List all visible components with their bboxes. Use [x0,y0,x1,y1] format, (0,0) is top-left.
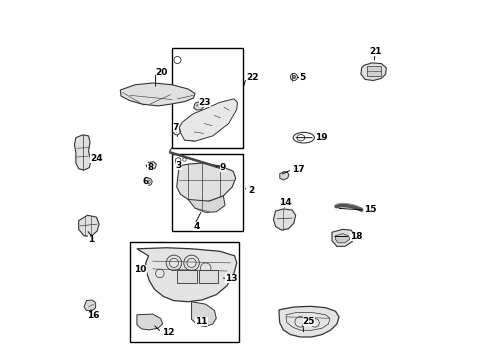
Text: 5: 5 [299,73,305,82]
Text: 21: 21 [368,47,381,56]
Text: 18: 18 [349,232,362,241]
Text: 14: 14 [278,198,291,207]
Text: 8: 8 [147,163,153,172]
Polygon shape [279,171,288,180]
Polygon shape [179,99,237,141]
Text: 2: 2 [247,186,254,195]
Text: 24: 24 [90,154,102,163]
Text: 7: 7 [172,123,179,132]
Text: 11: 11 [195,317,207,326]
Bar [130,242,239,342]
Text: 1: 1 [88,235,94,244]
Bar [172,48,242,148]
Circle shape [291,75,295,79]
Text: 12: 12 [161,328,174,337]
Polygon shape [335,234,349,243]
Polygon shape [84,300,96,311]
Text: 4: 4 [193,222,199,231]
Polygon shape [146,162,156,170]
Text: 17: 17 [291,165,304,174]
Text: 10: 10 [134,265,146,274]
Text: 16: 16 [87,311,100,320]
Text: 20: 20 [155,68,167,77]
Polygon shape [273,209,295,230]
Text: 23: 23 [198,98,211,107]
Polygon shape [74,135,91,170]
Bar [177,270,197,283]
Bar [198,270,218,283]
Text: 9: 9 [219,163,226,172]
Text: 19: 19 [314,133,327,142]
Polygon shape [360,63,386,81]
Polygon shape [191,302,216,327]
Polygon shape [137,248,236,302]
Polygon shape [279,306,338,337]
Text: 15: 15 [364,206,376,215]
Text: 3: 3 [175,161,182,170]
Polygon shape [79,215,99,237]
Polygon shape [120,83,195,106]
Text: 6: 6 [142,177,148,186]
Polygon shape [176,163,235,202]
Text: 22: 22 [246,73,258,82]
Polygon shape [331,229,354,246]
Bar [172,154,242,231]
Polygon shape [137,314,163,330]
Polygon shape [188,196,224,212]
Text: 25: 25 [302,317,315,326]
Polygon shape [193,102,203,110]
Text: 13: 13 [224,274,237,283]
Bar [366,66,381,76]
